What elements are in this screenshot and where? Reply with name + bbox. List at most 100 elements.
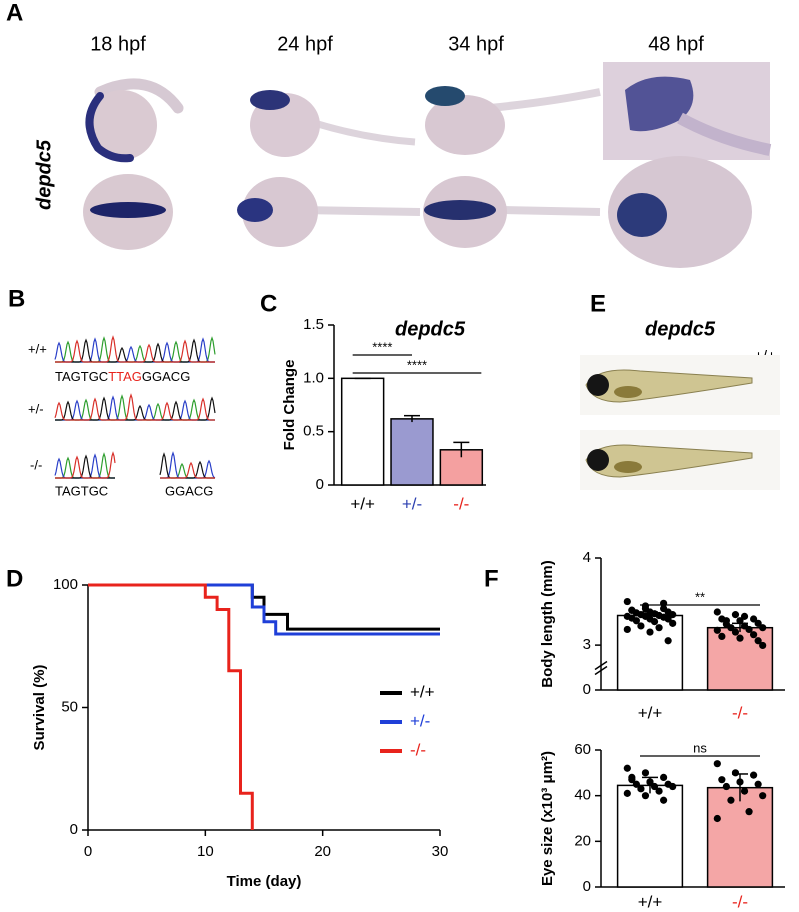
significance-label: ns [693, 740, 707, 755]
data-point [722, 782, 730, 791]
data-point [740, 612, 749, 620]
x-tick-label: -/- [732, 892, 748, 911]
stage-label: 48 hpf [648, 33, 704, 55]
bar [616, 784, 684, 888]
x-axis-label: Time (day) [227, 873, 302, 890]
y-tick-label: 0 [316, 476, 324, 493]
gene-label: depdc5 [645, 318, 716, 340]
x-tick-label: +/+ [638, 703, 663, 722]
sequence: GGACG [165, 483, 213, 498]
x-tick-label: -/- [732, 703, 748, 722]
y-axis-label: Eye size (x10³ μm²) [539, 751, 556, 886]
x-tick-label: +/+ [638, 892, 663, 911]
stage-label: 24 hpf [277, 33, 333, 55]
data-point [623, 597, 631, 606]
data-point [650, 782, 659, 791]
data-point [713, 814, 721, 823]
data-point [759, 624, 767, 632]
data-point [623, 764, 631, 772]
x-tick-label: 20 [314, 843, 331, 860]
x-tick-label: 0 [84, 843, 92, 860]
y-tick-label: 50 [61, 698, 78, 715]
y-tick-label: 1.0 [303, 369, 324, 386]
significance-label: **** [407, 357, 427, 372]
legend-label: +/- [410, 711, 430, 730]
y-tick-label: 4 [583, 549, 591, 566]
data-point [750, 771, 758, 779]
trace [55, 451, 116, 479]
sequence-part: TAGTGC [55, 369, 108, 384]
legend-label: +/+ [410, 682, 435, 701]
data-point [646, 628, 654, 636]
data-point [713, 608, 721, 616]
data-point [632, 617, 640, 625]
trace [55, 335, 215, 363]
survival-curve [88, 583, 254, 830]
data-point [736, 778, 744, 786]
data-point [641, 769, 650, 777]
data-point [637, 785, 645, 793]
data-point [718, 776, 726, 784]
data-point [637, 622, 645, 630]
panel-label: C [260, 290, 277, 317]
y-tick-label: 40 [574, 787, 591, 804]
larva-images [580, 355, 780, 490]
significance-label: **** [372, 339, 392, 354]
genotype-label: +/+ [28, 341, 47, 356]
genotype-label: +/- [28, 401, 44, 416]
stage-label: 34 hpf [448, 33, 504, 55]
panel-label: D [6, 565, 23, 592]
data-point [623, 625, 631, 634]
data-point [750, 631, 758, 639]
embryo-images [83, 62, 772, 268]
y-tick-label: 0 [583, 681, 591, 698]
data-point [641, 792, 650, 800]
data-point [628, 773, 636, 782]
data-point [623, 789, 631, 797]
gene-label: depdc5 [33, 139, 55, 210]
data-point [669, 611, 677, 619]
bar [706, 786, 774, 888]
data-point [641, 604, 650, 613]
data-point [655, 624, 663, 632]
y-tick-label: 20 [574, 832, 591, 849]
data-point [646, 778, 654, 786]
panel-label: E [590, 290, 606, 317]
significance-label: ** [695, 589, 705, 604]
data-point [650, 617, 659, 626]
data-point [754, 637, 762, 645]
panel-label: B [8, 285, 25, 312]
data-point [660, 796, 668, 804]
y-tick-label: 3 [583, 636, 591, 653]
x-tick-label: -/- [453, 494, 469, 513]
x-tick-label: 10 [197, 843, 214, 860]
data-point [754, 619, 762, 627]
y-tick-label: 0 [70, 821, 78, 838]
sequence: TAGTGCTTAGGGACG [55, 369, 190, 384]
trace [54, 393, 215, 421]
y-axis-label: Fold Change [281, 360, 298, 451]
data-point [754, 780, 762, 788]
y-axis-label: Survival (%) [31, 665, 48, 751]
x-tick-label: +/+ [350, 494, 375, 513]
data-point [731, 769, 740, 777]
data-point [745, 808, 753, 816]
bar [340, 377, 385, 486]
data-point [740, 787, 749, 795]
axis-break [594, 665, 608, 676]
axis-break [594, 660, 608, 671]
data-point [759, 792, 767, 800]
y-tick-label: 100 [53, 576, 78, 593]
data-point [731, 611, 740, 619]
survival-curve [88, 583, 440, 636]
data-point [669, 619, 677, 627]
y-tick-label: 0.5 [303, 423, 324, 440]
stage-label: 18 hpf [90, 33, 146, 55]
data-point [759, 641, 767, 650]
genotype-label: -/- [30, 457, 42, 472]
data-point [655, 787, 663, 795]
data-point [664, 615, 672, 623]
legend-label: -/- [410, 740, 426, 759]
